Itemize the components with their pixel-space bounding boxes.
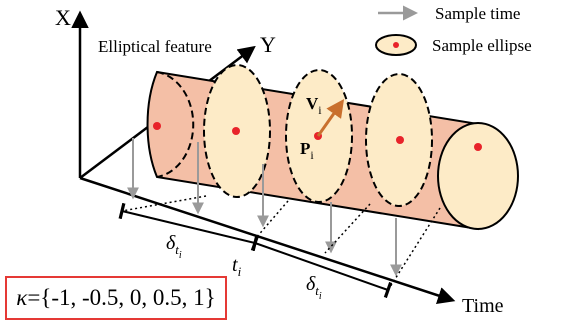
t-subscript: i xyxy=(238,264,242,279)
delta-interval-label: δti xyxy=(306,273,322,302)
velocity-subscript: i xyxy=(318,103,322,117)
position-label: Pi xyxy=(300,139,314,162)
delta-symbol: δ xyxy=(306,273,316,295)
t-symbol: t xyxy=(232,254,238,276)
t-i-label: ti xyxy=(232,254,242,279)
interval-dimension-line xyxy=(250,234,393,299)
elliptical-feature-label: Elliptical feature xyxy=(98,37,212,56)
legend-ellipse-center-point xyxy=(393,42,399,48)
time-axis-label: Time xyxy=(462,295,504,317)
ellipse-center-point xyxy=(396,136,404,144)
projection-line xyxy=(254,200,289,240)
position-subscript: i xyxy=(310,148,314,162)
velocity-vector xyxy=(316,99,345,137)
y-axis-label: Y xyxy=(260,32,276,57)
velocity-symbol: V xyxy=(306,94,319,113)
interval-dimension-line xyxy=(118,202,259,252)
projection-line xyxy=(389,207,441,288)
projection-line xyxy=(121,195,207,212)
ellipse-center-point xyxy=(232,127,240,135)
delta-subscript-i: i xyxy=(319,291,322,302)
position-symbol: P xyxy=(300,139,310,158)
kappa-symbol: κ xyxy=(16,285,28,310)
velocity-label: Vi xyxy=(306,94,322,117)
kappa-values-box: κ ={-1, -0.5, 0, 0.5, 1} xyxy=(5,276,227,320)
delta-subscript-i: i xyxy=(179,250,182,261)
delta-interval-label: δti xyxy=(166,232,182,261)
kappa-values: ={-1, -0.5, 0, 0.5, 1} xyxy=(27,285,216,310)
legend-sample-time-label: Sample time xyxy=(435,4,520,23)
cylinder-left-back-edge xyxy=(156,71,195,178)
ellipse-center-point xyxy=(474,143,482,151)
x-axis-label: X xyxy=(55,5,71,30)
legend-sample-ellipse-label: Sample ellipse xyxy=(432,36,532,55)
delta-symbol: δ xyxy=(166,232,176,254)
ellipse-center-point xyxy=(153,122,161,130)
delta-subscript-t: t xyxy=(175,242,179,257)
delta-subscript-t: t xyxy=(315,283,319,298)
cylinder-end-cap xyxy=(437,122,519,230)
